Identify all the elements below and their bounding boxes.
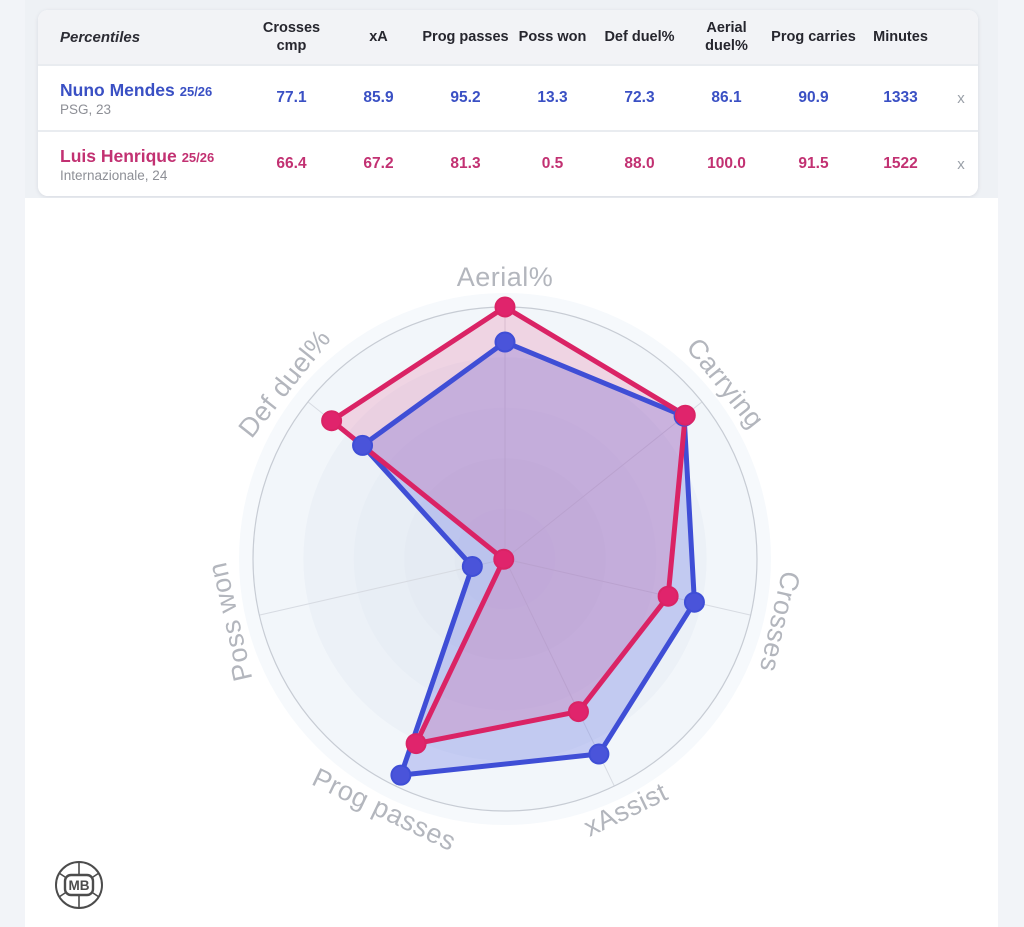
column-header-prog-carries: Prog carries	[771, 28, 856, 45]
column-header-def-duel: Def duel%	[604, 28, 675, 45]
player-1-meta: PSG, 23	[60, 101, 112, 117]
column-header-minutes: Minutes	[873, 28, 928, 45]
radar-point-series-1[interactable]	[683, 591, 705, 613]
radar-area-series-2	[331, 307, 686, 744]
player-2-def-duel: 88.0	[624, 155, 655, 172]
player-1-aerial-duel: 86.1	[711, 89, 742, 106]
player-2-xa: 67.2	[363, 155, 394, 172]
player-1-poss-won: 13.3	[537, 89, 568, 106]
radar-point-series-1[interactable]	[461, 555, 483, 577]
player-1-prog-passes: 95.2	[450, 89, 481, 106]
player-2-crosses-cmp: 66.4	[276, 155, 307, 172]
player-1-cell: Nuno Mendes 25/26 PSG, 23	[38, 66, 248, 130]
player-1-prog-carries: 90.9	[798, 89, 829, 106]
player-1-name[interactable]: Nuno Mendes	[60, 79, 175, 100]
player-2-prog-carries: 91.5	[798, 155, 829, 172]
player-2-remove-button[interactable]: x	[953, 154, 969, 175]
mb-logo: MB	[52, 858, 106, 912]
radar-spoke	[504, 558, 751, 616]
radar-point-series-1[interactable]	[588, 743, 610, 765]
radar-point-series-2[interactable]	[674, 404, 696, 426]
radar-point-series-2[interactable]	[493, 548, 515, 570]
player-2-prog-passes: 81.3	[450, 155, 481, 172]
player-1-remove-button[interactable]: x	[953, 88, 969, 109]
comparison-table: Percentiles Crosses cmp xA Prog passes P…	[38, 10, 978, 196]
column-header-poss-won: Poss won	[518, 28, 587, 45]
player-1-xa: 85.9	[363, 89, 394, 106]
radar-line-series-1	[360, 339, 697, 778]
column-header-prog-passes: Prog passes	[422, 28, 509, 45]
player-1-crosses-cmp: 77.1	[276, 89, 307, 106]
column-header-crosses-cmp: Crosses cmp	[262, 19, 321, 54]
player-1-season: 25/26	[179, 83, 213, 99]
radar-point-series-2[interactable]	[405, 733, 427, 755]
player-2-meta: Internazionale, 24	[60, 167, 168, 183]
table-row-player-1: Nuno Mendes 25/26 PSG, 23 77.1 85.9 95.2 …	[38, 64, 978, 130]
mb-logo-text: MB	[69, 878, 90, 893]
percentiles-label: Percentiles	[60, 28, 141, 46]
radar-point-series-1[interactable]	[390, 764, 412, 786]
radar-point-series-2[interactable]	[321, 410, 343, 432]
table-row-player-2: Luis Henrique 25/26 Internazionale, 24 66…	[38, 130, 978, 196]
player-2-season: 25/26	[181, 149, 215, 165]
column-header-aerial-duel: Aerial duel%	[705, 19, 748, 54]
player-2-poss-won: 0.5	[541, 155, 564, 172]
player-1-minutes: 1333	[883, 89, 918, 106]
radar-chart-section: Aerial% Carrying Crosses xAssist Prog passes…	[25, 198, 998, 927]
column-header-remove-spacer	[944, 10, 978, 64]
player-2-minutes: 1522	[883, 155, 918, 172]
radar-axis-label-aerial-: Aerial%	[457, 262, 554, 292]
column-header-xa: xA	[369, 28, 388, 45]
radar-point-series-1[interactable]	[352, 434, 374, 456]
radar-point-series-2[interactable]	[567, 701, 589, 723]
mb-logo-icon: MB	[55, 861, 103, 909]
player-2-name[interactable]: Luis Henrique	[60, 145, 177, 166]
table-header-row: Percentiles Crosses cmp xA Prog passes P…	[38, 10, 978, 64]
radar-point-series-2[interactable]	[657, 585, 679, 607]
radar-spoke	[504, 401, 703, 560]
radar-point-series-2[interactable]	[494, 296, 516, 318]
player-2-aerial-duel: 100.0	[707, 155, 746, 172]
player-2-cell: Luis Henrique 25/26 Internazionale, 24	[38, 132, 248, 196]
page-left-gutter	[0, 0, 25, 927]
page-right-gutter	[998, 0, 1024, 927]
player-1-def-duel: 72.3	[624, 89, 655, 106]
radar-point-series-1[interactable]	[494, 331, 516, 353]
comparison-table-section: Percentiles Crosses cmp xA Prog passes P…	[25, 0, 998, 198]
